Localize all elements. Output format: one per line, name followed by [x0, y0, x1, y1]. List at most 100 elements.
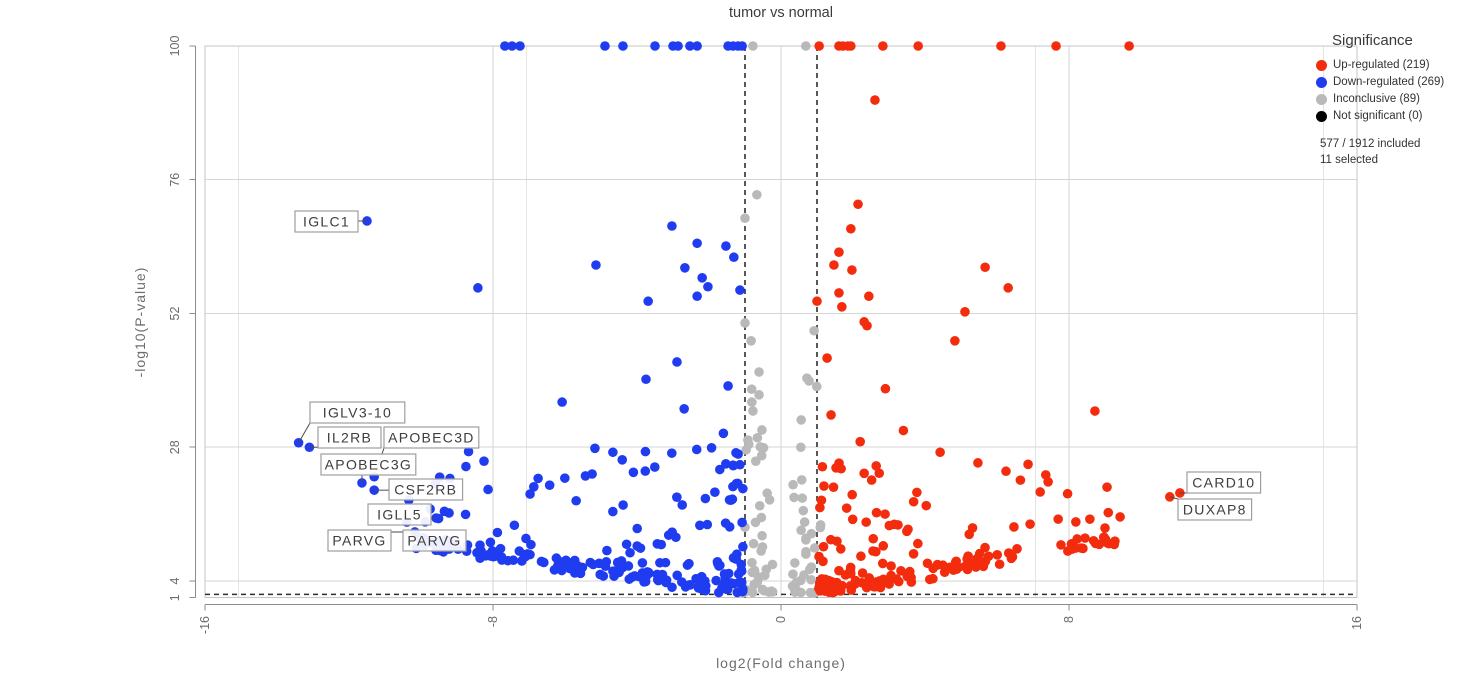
data-point-up[interactable] — [868, 533, 879, 544]
data-point-up[interactable] — [818, 541, 829, 552]
data-point-down[interactable] — [680, 262, 690, 273]
data-point-down[interactable] — [679, 403, 689, 414]
data-point-up[interactable] — [964, 529, 975, 540]
data-point-down[interactable] — [641, 374, 651, 385]
data-point-down[interactable] — [722, 584, 733, 595]
data-point-down[interactable] — [737, 517, 747, 528]
data-point-up[interactable] — [903, 524, 913, 535]
data-point-down[interactable] — [602, 545, 612, 556]
data-point-inconclusive[interactable] — [752, 432, 763, 443]
gene-label-iglv3-10[interactable]: IGLV3-10 — [309, 401, 406, 424]
data-point-down[interactable] — [723, 381, 733, 391]
data-point-inconclusive[interactable] — [788, 569, 798, 579]
data-point-up[interactable] — [847, 489, 857, 500]
data-point-up[interactable] — [817, 461, 828, 472]
data-point-down[interactable] — [650, 41, 660, 51]
data-point-inconclusive[interactable] — [797, 493, 808, 503]
data-point-inconclusive[interactable] — [766, 586, 777, 596]
data-point-inconclusive[interactable] — [752, 189, 762, 200]
data-point-down[interactable] — [490, 549, 501, 560]
legend-item-not-significant[interactable]: Not significant (0) — [1316, 110, 1456, 122]
data-point-down[interactable] — [560, 473, 570, 483]
data-point-up[interactable] — [1015, 475, 1026, 485]
data-point-up[interactable] — [983, 551, 994, 562]
data-point-up[interactable] — [913, 538, 923, 549]
data-point-down[interactable] — [677, 500, 688, 510]
data-point-inconclusive[interactable] — [796, 475, 807, 485]
data-point-up[interactable] — [1009, 522, 1019, 532]
data-point-up[interactable] — [1056, 540, 1066, 550]
data-point-inconclusive[interactable] — [754, 367, 764, 377]
data-point-up[interactable] — [896, 565, 906, 576]
data-point-up[interactable] — [972, 553, 982, 564]
data-point-inconclusive[interactable] — [757, 425, 767, 435]
data-point-down[interactable] — [475, 540, 485, 550]
data-point-up[interactable] — [874, 468, 885, 479]
data-point-down[interactable] — [735, 285, 745, 295]
data-point-down[interactable] — [637, 558, 648, 568]
data-point-inconclusive[interactable] — [789, 492, 799, 503]
data-point-down[interactable] — [692, 238, 702, 249]
data-point-inconclusive[interactable] — [796, 442, 806, 453]
data-point-down[interactable] — [640, 466, 651, 476]
data-point-down[interactable] — [667, 448, 677, 458]
data-point-up[interactable] — [814, 41, 824, 51]
data-point-up[interactable] — [877, 558, 888, 569]
data-point-down[interactable] — [614, 566, 625, 577]
data-point-inconclusive[interactable] — [760, 570, 770, 581]
data-point-down[interactable] — [693, 583, 704, 593]
data-point-down[interactable] — [618, 41, 628, 51]
data-point-inconclusive[interactable] — [754, 390, 764, 400]
data-point-up[interactable] — [829, 260, 839, 270]
data-point-up[interactable] — [960, 307, 970, 317]
data-point-up[interactable] — [994, 559, 1005, 570]
data-point-down[interactable] — [738, 541, 748, 552]
data-point-up[interactable] — [837, 302, 847, 312]
data-point-up[interactable] — [980, 542, 990, 553]
data-point-down[interactable] — [525, 489, 535, 499]
data-point-up[interactable] — [1067, 544, 1077, 554]
data-point-inconclusive[interactable] — [759, 585, 769, 596]
data-point-up[interactable] — [992, 549, 1003, 560]
data-point-down[interactable] — [643, 296, 653, 307]
data-point-up[interactable] — [1094, 539, 1105, 550]
data-point-up[interactable] — [1007, 552, 1018, 562]
data-point-down[interactable] — [544, 480, 555, 490]
data-point-down[interactable] — [710, 487, 720, 497]
data-point-up[interactable] — [819, 481, 829, 491]
data-point-down[interactable] — [726, 495, 736, 505]
data-point-down[interactable] — [639, 577, 649, 587]
data-point-inconclusive[interactable] — [746, 384, 757, 394]
data-point-up[interactable] — [837, 580, 847, 591]
data-point-up[interactable] — [871, 546, 881, 557]
data-point-inconclusive[interactable] — [758, 443, 769, 453]
data-point-up[interactable] — [846, 223, 856, 234]
gene-label-csf2rb[interactable]: CSF2RB — [388, 478, 464, 501]
gene-label-il2rb[interactable]: IL2RB — [317, 426, 382, 449]
data-point-up[interactable] — [1035, 487, 1045, 497]
data-point-down[interactable] — [711, 575, 721, 586]
data-point-up[interactable] — [963, 551, 973, 561]
data-point-down[interactable] — [533, 473, 543, 484]
data-point-inconclusive[interactable] — [809, 543, 820, 553]
data-point-up[interactable] — [945, 562, 955, 573]
data-point-up[interactable] — [834, 288, 844, 298]
data-point-down[interactable] — [587, 469, 597, 479]
data-point-up[interactable] — [828, 482, 839, 492]
data-point-up[interactable] — [857, 568, 868, 578]
data-point-up[interactable] — [973, 458, 983, 468]
data-point-down[interactable] — [591, 260, 601, 270]
data-point-inconclusive[interactable] — [740, 318, 750, 328]
data-point-up[interactable] — [818, 556, 828, 567]
data-point-up[interactable] — [912, 487, 922, 498]
data-point-down[interactable] — [585, 557, 596, 568]
data-point-up[interactable] — [1085, 514, 1095, 524]
data-point-inconclusive[interactable] — [757, 530, 767, 541]
data-point-up[interactable] — [853, 199, 863, 210]
data-point-inconclusive[interactable] — [748, 538, 759, 549]
data-point-up[interactable] — [951, 556, 962, 567]
data-point-up[interactable] — [878, 578, 888, 588]
data-point-down[interactable] — [439, 506, 450, 517]
data-point-down[interactable] — [632, 523, 642, 534]
data-point-up[interactable] — [878, 41, 888, 51]
